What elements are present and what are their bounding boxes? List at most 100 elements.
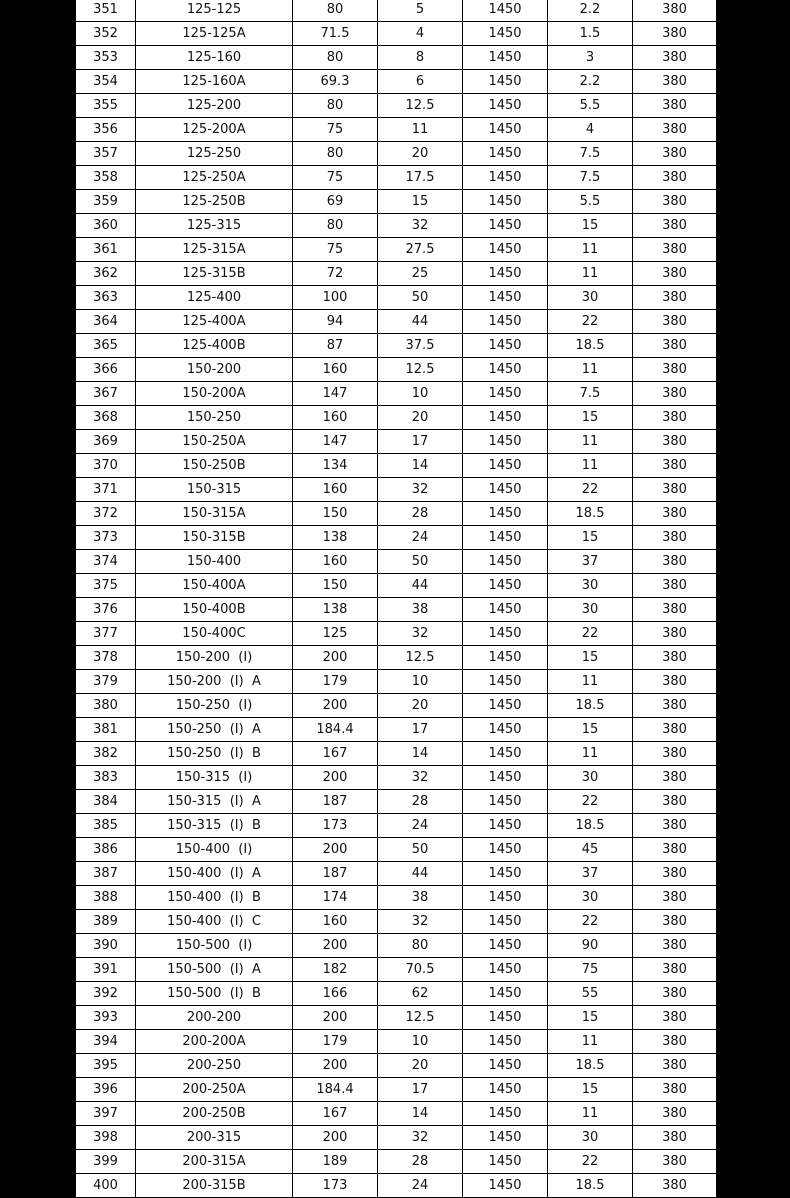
power-cell: 18.5 bbox=[547, 813, 633, 838]
voltage-cell: 380 bbox=[632, 69, 717, 94]
table-row: 391 150-500 (I) A 182 70.5 1450 75 380 bbox=[75, 957, 717, 982]
model-cell: 200-250 bbox=[135, 1053, 293, 1078]
table-row: 372 150-315A 150 28 1450 18.5 380 bbox=[75, 501, 717, 526]
speed-cell: 1450 bbox=[462, 765, 548, 790]
head-cell: 28 bbox=[377, 1149, 463, 1174]
head-cell: 44 bbox=[377, 309, 463, 334]
model-cell: 150-250 (I) A bbox=[135, 717, 293, 742]
row-number-cell: 395 bbox=[75, 1053, 136, 1078]
flow-cell: 147 bbox=[292, 429, 378, 454]
voltage-cell: 380 bbox=[632, 501, 717, 526]
voltage-cell: 380 bbox=[632, 621, 717, 646]
flow-cell: 200 bbox=[292, 1005, 378, 1030]
table-row: 387 150-400 (I) A 187 44 1450 37 380 bbox=[75, 861, 717, 886]
flow-cell: 80 bbox=[292, 0, 378, 22]
row-number-cell: 398 bbox=[75, 1125, 136, 1150]
model-cell: 125-160A bbox=[135, 69, 293, 94]
power-cell: 45 bbox=[547, 837, 633, 862]
head-cell: 38 bbox=[377, 597, 463, 622]
head-cell: 24 bbox=[377, 813, 463, 838]
head-cell: 6 bbox=[377, 69, 463, 94]
model-cell: 150-315 bbox=[135, 477, 293, 502]
flow-cell: 138 bbox=[292, 525, 378, 550]
head-cell: 15 bbox=[377, 189, 463, 214]
voltage-cell: 380 bbox=[632, 741, 717, 766]
speed-cell: 1450 bbox=[462, 285, 548, 310]
head-cell: 32 bbox=[377, 1125, 463, 1150]
row-number-cell: 391 bbox=[75, 957, 136, 982]
voltage-cell: 380 bbox=[632, 405, 717, 430]
head-cell: 8 bbox=[377, 45, 463, 70]
power-cell: 15 bbox=[547, 1077, 633, 1102]
flow-cell: 147 bbox=[292, 381, 378, 406]
power-cell: 22 bbox=[547, 909, 633, 934]
model-cell: 125-400A bbox=[135, 309, 293, 334]
speed-cell: 1450 bbox=[462, 1149, 548, 1174]
row-number-cell: 368 bbox=[75, 405, 136, 430]
head-cell: 14 bbox=[377, 453, 463, 478]
flow-cell: 174 bbox=[292, 885, 378, 910]
model-cell: 150-400 (I) C bbox=[135, 909, 293, 934]
row-number-cell: 369 bbox=[75, 429, 136, 454]
table-row: 397 200-250B 167 14 1450 11 380 bbox=[75, 1101, 717, 1126]
model-cell: 150-250 bbox=[135, 405, 293, 430]
speed-cell: 1450 bbox=[462, 189, 548, 214]
model-cell: 150-400 bbox=[135, 549, 293, 574]
power-cell: 15 bbox=[547, 645, 633, 670]
speed-cell: 1450 bbox=[462, 477, 548, 502]
model-cell: 150-200 bbox=[135, 357, 293, 382]
power-cell: 22 bbox=[547, 789, 633, 814]
row-number-cell: 353 bbox=[75, 45, 136, 70]
voltage-cell: 380 bbox=[632, 93, 717, 118]
row-number-cell: 375 bbox=[75, 573, 136, 598]
flow-cell: 100 bbox=[292, 285, 378, 310]
power-cell: 22 bbox=[547, 621, 633, 646]
table-row: 360 125-315 80 32 1450 15 380 bbox=[75, 213, 717, 238]
model-cell: 200-200 bbox=[135, 1005, 293, 1030]
head-cell: 12.5 bbox=[377, 93, 463, 118]
table-row: 362 125-315B 72 25 1450 11 380 bbox=[75, 261, 717, 286]
flow-cell: 94 bbox=[292, 309, 378, 334]
row-number-cell: 382 bbox=[75, 741, 136, 766]
model-cell: 150-250 (I) B bbox=[135, 741, 293, 766]
power-cell: 15 bbox=[547, 717, 633, 742]
voltage-cell: 380 bbox=[632, 333, 717, 358]
table-row: 353 125-160 80 8 1450 3 380 bbox=[75, 45, 717, 70]
row-number-cell: 371 bbox=[75, 477, 136, 502]
power-cell: 22 bbox=[547, 309, 633, 334]
flow-cell: 160 bbox=[292, 549, 378, 574]
voltage-cell: 380 bbox=[632, 861, 717, 886]
model-cell: 150-200 (I) bbox=[135, 645, 293, 670]
voltage-cell: 380 bbox=[632, 1053, 717, 1078]
speed-cell: 1450 bbox=[462, 381, 548, 406]
voltage-cell: 380 bbox=[632, 573, 717, 598]
speed-cell: 1450 bbox=[462, 1173, 548, 1198]
table-row: 358 125-250A 75 17.5 1450 7.5 380 bbox=[75, 165, 717, 190]
table-row: 386 150-400 (I) 200 50 1450 45 380 bbox=[75, 837, 717, 862]
head-cell: 17 bbox=[377, 717, 463, 742]
model-cell: 150-200A bbox=[135, 381, 293, 406]
voltage-cell: 380 bbox=[632, 45, 717, 70]
flow-cell: 200 bbox=[292, 645, 378, 670]
voltage-cell: 380 bbox=[632, 789, 717, 814]
row-number-cell: 361 bbox=[75, 237, 136, 262]
speed-cell: 1450 bbox=[462, 645, 548, 670]
speed-cell: 1450 bbox=[462, 525, 548, 550]
flow-cell: 179 bbox=[292, 669, 378, 694]
power-cell: 11 bbox=[547, 429, 633, 454]
row-number-cell: 379 bbox=[75, 669, 136, 694]
table-row: 367 150-200A 147 10 1450 7.5 380 bbox=[75, 381, 717, 406]
model-cell: 150-250 (I) bbox=[135, 693, 293, 718]
power-cell: 75 bbox=[547, 957, 633, 982]
head-cell: 62 bbox=[377, 981, 463, 1006]
model-cell: 150-250B bbox=[135, 453, 293, 478]
row-number-cell: 380 bbox=[75, 693, 136, 718]
speed-cell: 1450 bbox=[462, 957, 548, 982]
model-cell: 150-315 (I) B bbox=[135, 813, 293, 838]
speed-cell: 1450 bbox=[462, 885, 548, 910]
head-cell: 70.5 bbox=[377, 957, 463, 982]
power-cell: 30 bbox=[547, 1125, 633, 1150]
voltage-cell: 380 bbox=[632, 357, 717, 382]
head-cell: 20 bbox=[377, 141, 463, 166]
power-cell: 3 bbox=[547, 45, 633, 70]
